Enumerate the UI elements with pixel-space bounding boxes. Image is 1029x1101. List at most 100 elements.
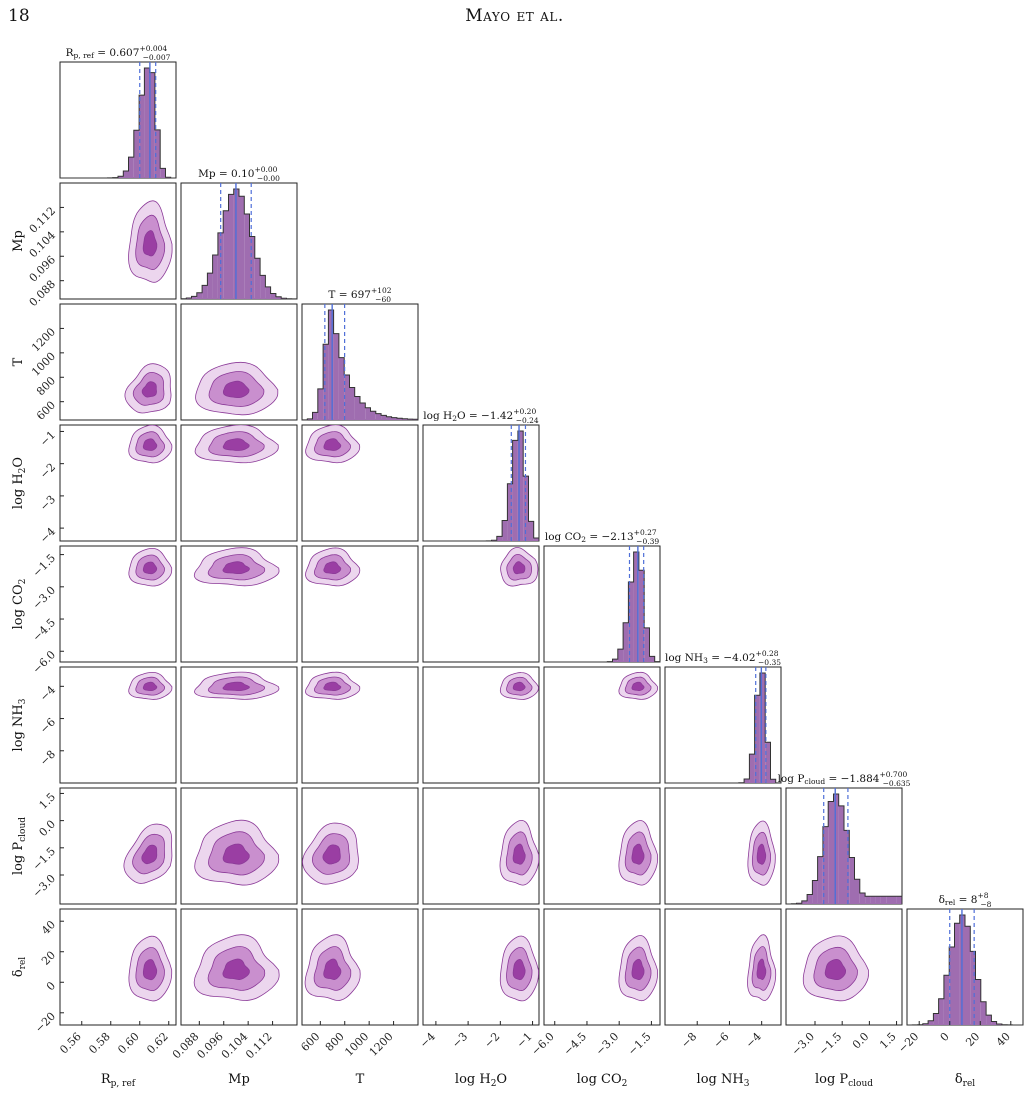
y-tick-label: −1 <box>37 428 58 449</box>
contour-mp-t <box>180 303 298 421</box>
contour-rp-h2o: −4 −3 −2 −1 log H2O <box>11 424 177 546</box>
y-axis-label: δrel <box>11 957 28 977</box>
x-tick-label: 0 <box>938 1030 952 1044</box>
x-axis-label: log CO2 <box>577 1072 628 1089</box>
contour-inner <box>512 681 526 692</box>
histogram-bar <box>865 896 871 904</box>
y-axis-label: log H2O <box>11 457 28 509</box>
histogram-bar <box>943 975 950 1025</box>
y-tick-label: 40 <box>39 918 58 937</box>
histogram-bar <box>328 310 334 420</box>
x-tick-label: 0.58 <box>86 1030 113 1057</box>
histogram-delta: δrel = 8+8 −8 −20 0 20 40 δrel <box>896 891 1024 1089</box>
histogram-outline <box>665 672 782 784</box>
contour-mp-pcloud <box>180 787 298 905</box>
histogram-bar <box>875 896 881 904</box>
histogram-bar <box>239 196 245 299</box>
histogram-bar <box>954 923 960 1025</box>
contour-inner <box>756 843 767 865</box>
histogram-bar <box>870 896 876 904</box>
contour-co2-delta: −6.0 −4.5 −3.0 −1.5 log CO2 <box>529 908 661 1089</box>
histogram-bar <box>812 880 818 904</box>
histogram-bar <box>980 1001 987 1025</box>
histogram-bar <box>207 273 213 299</box>
histogram-bar <box>254 258 261 299</box>
y-tick-label: −4 <box>37 683 58 704</box>
x-tick-label: −1.5 <box>816 1030 844 1058</box>
x-tick-label: 0.088 <box>170 1030 201 1061</box>
histogram-bar <box>754 695 760 783</box>
contour-inner <box>512 958 526 981</box>
histogram-bar <box>370 411 376 420</box>
y-tick-label: 1000 <box>29 350 58 379</box>
histogram-bar <box>528 521 534 541</box>
contour-rp-delta: 0.56 0.58 0.60 0.62 Rp, ref −20 0 20 40 δrel <box>11 908 177 1089</box>
histogram-bar <box>365 407 371 420</box>
histogram-title: log H2O = −1.42+0.20 −0.24 <box>423 407 539 425</box>
histogram-outline <box>60 67 176 179</box>
histogram-bar <box>649 656 655 662</box>
histogram-bar <box>886 896 892 904</box>
histogram-bar <box>191 296 197 299</box>
x-axis-label: log H2O <box>455 1072 507 1089</box>
y-tick-label: 0.112 <box>27 204 58 235</box>
histogram-bar <box>228 194 234 299</box>
x-axis-label: δrel <box>955 1072 975 1089</box>
contour-t-pcloud <box>301 787 419 905</box>
histogram-bar <box>765 742 771 783</box>
histogram-bar <box>854 879 860 904</box>
histogram-bar <box>817 856 823 904</box>
contour-t-nh3 <box>301 666 419 784</box>
histogram-bar <box>275 296 282 299</box>
histogram-outline <box>907 914 1023 1026</box>
contour-mp-co2 <box>180 545 298 663</box>
contour-nh3-pcloud <box>664 787 782 905</box>
histogram-bar <box>270 293 276 299</box>
histogram-bar <box>933 1013 939 1025</box>
histogram-title: T = 697+102 −60 <box>328 286 391 304</box>
contour-inner <box>756 958 767 980</box>
contour-inner <box>142 230 158 257</box>
y-tick-label: 20 <box>39 949 58 968</box>
x-tick-label: −2 <box>482 1030 503 1051</box>
x-tick-label: −3.0 <box>789 1030 817 1058</box>
x-axis-label: T <box>356 1072 365 1087</box>
histogram-bar <box>849 857 855 904</box>
histogram-outline <box>786 793 903 905</box>
contour-inner <box>323 438 342 451</box>
histogram-bar <box>986 1015 992 1025</box>
histogram-bar <box>644 627 650 662</box>
y-tick-label: −3 <box>37 493 58 514</box>
x-tick-label: 0.62 <box>144 1030 171 1057</box>
histogram-bar <box>249 236 255 299</box>
x-tick-label: −20 <box>896 1030 922 1056</box>
histogram-title: Rp, ref = 0.607+0.004 −0.007 <box>66 44 171 62</box>
contour-inner <box>142 959 158 981</box>
y-axis-label: T <box>11 357 26 366</box>
histogram-bar <box>391 417 397 420</box>
histogram-bar <box>349 387 355 420</box>
y-tick-label: −4 <box>37 525 58 546</box>
x-axis-label: log NH3 <box>697 1072 750 1089</box>
histogram-bar <box>196 292 203 299</box>
contour-inner <box>142 681 158 692</box>
histogram-bar <box>502 520 508 541</box>
histogram-bar <box>838 805 844 904</box>
x-tick-label: −4 <box>417 1030 438 1051</box>
histogram-bar <box>354 396 360 420</box>
histogram-bar <box>128 157 134 178</box>
histogram-bar <box>828 801 834 904</box>
histogram-bar <box>202 285 208 299</box>
contour-inner <box>512 561 526 575</box>
histogram-bar <box>744 779 750 783</box>
x-tick-label: 1200 <box>367 1030 396 1059</box>
histogram-bar <box>123 171 129 178</box>
histogram-bar <box>891 896 897 904</box>
histogram-bar <box>312 412 318 420</box>
histogram-bar <box>617 649 624 662</box>
histogram-bar <box>344 375 350 420</box>
contour-t-co2 <box>301 545 419 663</box>
